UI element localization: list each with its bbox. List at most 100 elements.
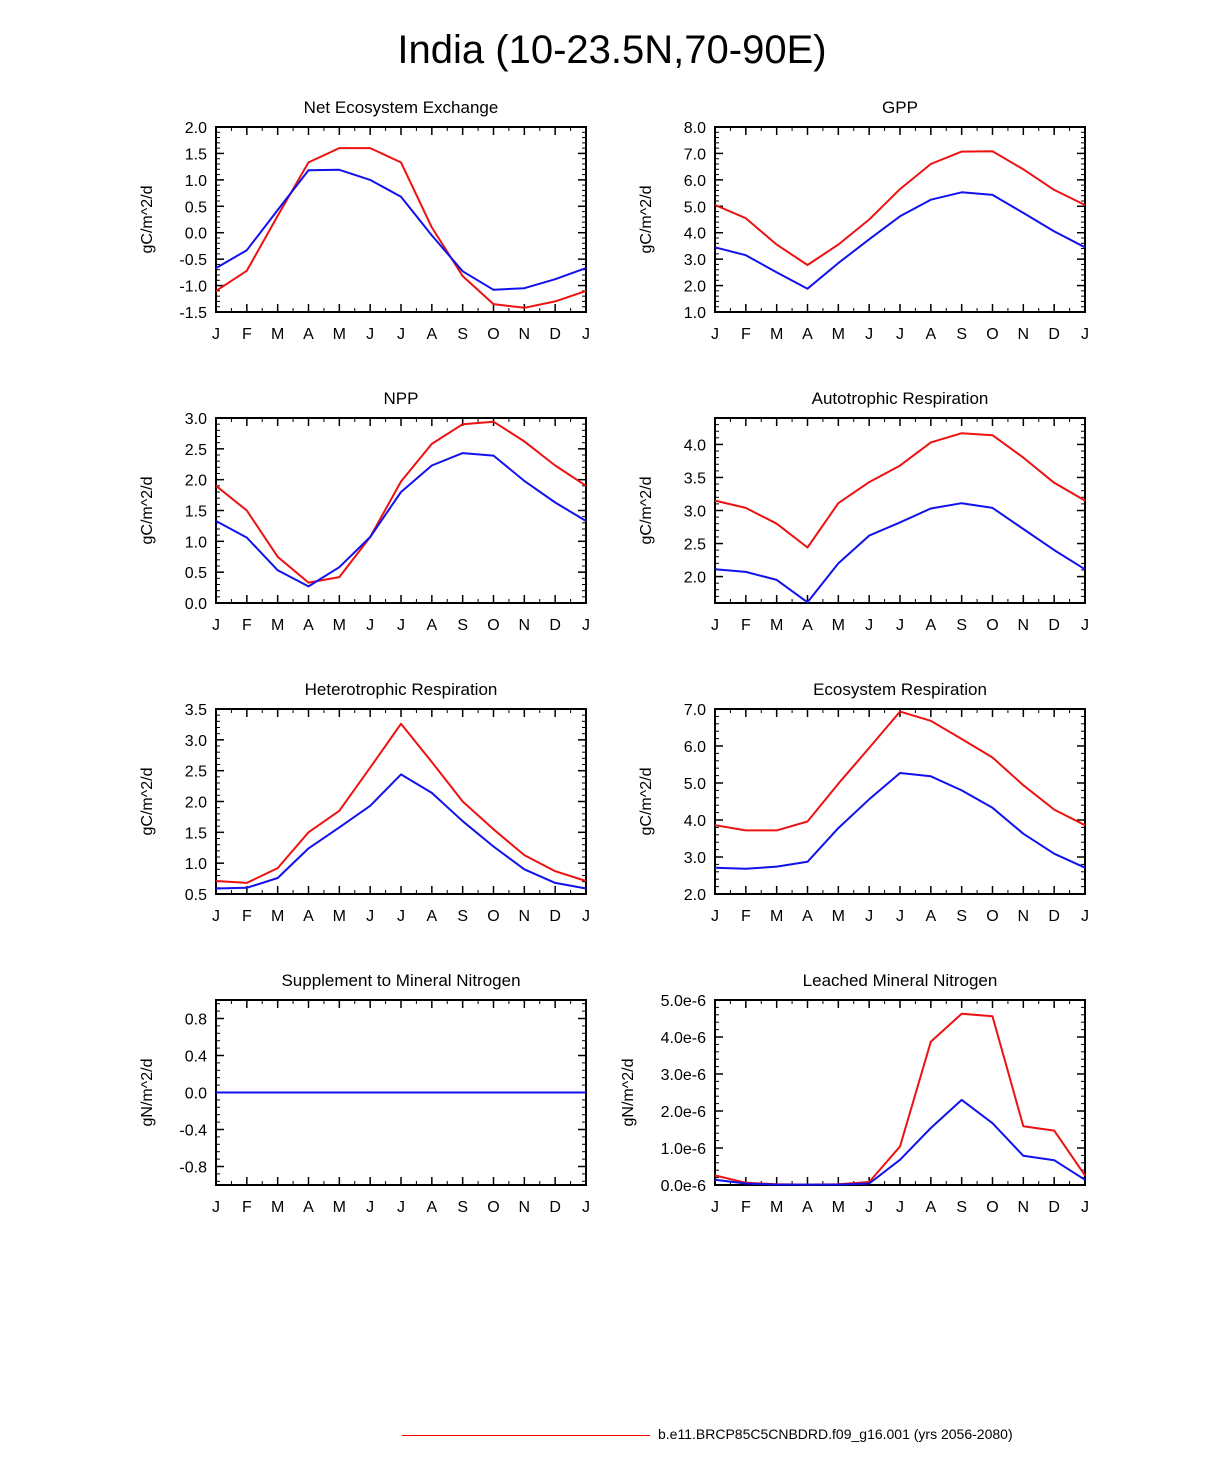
x-tick-label: J bbox=[865, 908, 873, 925]
y-tick-label: 6.0 bbox=[684, 173, 706, 190]
x-tick-label: M bbox=[832, 326, 845, 343]
x-tick-label: D bbox=[549, 908, 561, 925]
x-tick-label: M bbox=[333, 908, 346, 925]
x-tick-label: O bbox=[487, 1199, 499, 1216]
x-tick-label: M bbox=[770, 1199, 783, 1216]
x-tick-label: N bbox=[519, 617, 531, 634]
x-tick-label: J bbox=[366, 1199, 374, 1216]
x-tick-label: J bbox=[865, 1199, 873, 1216]
x-tick-label: A bbox=[303, 326, 314, 343]
series-line-blue bbox=[714, 191, 1086, 290]
x-tick-label: F bbox=[741, 1199, 751, 1216]
x-tick-label: J bbox=[1081, 617, 1089, 634]
x-tick-label: D bbox=[1048, 326, 1060, 343]
x-tick-label: O bbox=[487, 617, 499, 634]
x-tick-label: J bbox=[1081, 1199, 1089, 1216]
series-line-red bbox=[215, 722, 587, 884]
x-tick-label: N bbox=[519, 326, 531, 343]
y-tick-label: 2.0e-6 bbox=[661, 1104, 706, 1121]
x-tick-label: J bbox=[896, 1199, 904, 1216]
series-line-red bbox=[714, 432, 1086, 549]
x-tick-label: M bbox=[333, 1199, 346, 1216]
x-tick-label: F bbox=[242, 617, 252, 634]
x-tick-label: J bbox=[397, 1199, 405, 1216]
y-tick-label: 8.0 bbox=[684, 120, 706, 137]
y-tick-label: 1.0 bbox=[185, 534, 207, 551]
x-tick-label: F bbox=[741, 908, 751, 925]
series-line-red bbox=[714, 710, 1086, 832]
y-tick-label: 1.0 bbox=[684, 305, 706, 322]
x-tick-label: N bbox=[519, 1199, 531, 1216]
x-tick-label: J bbox=[212, 908, 220, 925]
x-tick-label: J bbox=[711, 908, 719, 925]
x-tick-label: D bbox=[1048, 617, 1060, 634]
series-line-blue bbox=[714, 772, 1086, 870]
x-tick-label: M bbox=[832, 617, 845, 634]
x-tick-label: A bbox=[925, 326, 936, 343]
x-tick-label: S bbox=[956, 908, 967, 925]
y-tick-label: 0.5 bbox=[185, 887, 207, 904]
chart-title: Leached Mineral Nitrogen bbox=[803, 971, 998, 990]
x-tick-label: M bbox=[333, 617, 346, 634]
series-line-blue bbox=[215, 168, 587, 291]
y-tick-label: 1.0e-6 bbox=[661, 1141, 706, 1158]
x-tick-label: A bbox=[303, 1199, 314, 1216]
x-tick-label: M bbox=[271, 1199, 284, 1216]
chart-panel-7: J F M A M J J A S O N D J -0.8 -0.4 0.0 0.4 0.8 gN/m^2/d Su… bbox=[139, 971, 590, 1216]
y-tick-label: 4.0 bbox=[684, 813, 706, 830]
x-tick-label: J bbox=[865, 617, 873, 634]
y-tick-label: 2.0 bbox=[684, 887, 706, 904]
y-axis-label: gN/m^2/d bbox=[620, 1059, 637, 1127]
chart-panel-5: J F M A M J J A S O N D J 0.5 1.0 1.5 2.0 2.5 3.0 3.5 gC/m^2… bbox=[139, 680, 590, 925]
y-tick-label: -0.5 bbox=[179, 252, 207, 269]
y-tick-label: 2.5 bbox=[185, 764, 207, 781]
x-tick-label: J bbox=[896, 617, 904, 634]
y-tick-label: 2.0 bbox=[185, 473, 207, 490]
y-axis-label: gC/m^2/d bbox=[638, 768, 655, 836]
x-tick-label: J bbox=[1081, 908, 1089, 925]
y-tick-label: 0.8 bbox=[185, 1012, 207, 1029]
x-tick-label: J bbox=[865, 326, 873, 343]
series-line-blue bbox=[714, 502, 1086, 604]
x-tick-label: S bbox=[956, 1199, 967, 1216]
y-tick-label: 5.0 bbox=[684, 199, 706, 216]
x-tick-label: A bbox=[426, 617, 437, 634]
x-tick-label: J bbox=[397, 326, 405, 343]
y-tick-label: 2.0 bbox=[684, 279, 706, 296]
x-tick-label: O bbox=[986, 1199, 998, 1216]
x-tick-label: O bbox=[986, 617, 998, 634]
y-tick-label: 0.0e-6 bbox=[661, 1178, 706, 1195]
y-tick-label: 4.0 bbox=[684, 437, 706, 454]
y-tick-label: 1.0 bbox=[185, 173, 207, 190]
y-tick-label: 0.0 bbox=[185, 226, 207, 243]
legend-label: b.e11.BRCP85C5CNBDRD.f09_g16.001 (yrs 20… bbox=[658, 1426, 1013, 1442]
chart-title: NPP bbox=[384, 389, 419, 408]
x-tick-label: M bbox=[271, 908, 284, 925]
x-tick-label: M bbox=[832, 1199, 845, 1216]
y-tick-label: 2.0 bbox=[684, 570, 706, 587]
y-tick-label: 2.5 bbox=[684, 537, 706, 554]
plot-frame bbox=[714, 417, 1086, 604]
chart-panel-6: J F M A M J J A S O N D J 2.0 3.0 4.0 5.0 6.0 7.0 gC/m^2/d E… bbox=[638, 680, 1089, 925]
x-tick-label: D bbox=[1048, 908, 1060, 925]
y-tick-label: 3.0 bbox=[185, 733, 207, 750]
y-tick-label: 3.0e-6 bbox=[661, 1067, 706, 1084]
series-line-blue bbox=[215, 452, 587, 588]
x-tick-label: N bbox=[1018, 1199, 1030, 1216]
x-tick-label: J bbox=[366, 617, 374, 634]
x-tick-label: A bbox=[802, 908, 813, 925]
x-tick-label: M bbox=[770, 617, 783, 634]
chart-panel-1: J F M A M J J A S O N D J -1.5 -1.0 -0.5 0.0 0.5 1.0 1.5 2.0… bbox=[139, 98, 590, 343]
x-tick-label: S bbox=[457, 326, 468, 343]
x-tick-label: J bbox=[582, 1199, 590, 1216]
y-tick-label: -0.4 bbox=[179, 1123, 207, 1140]
x-tick-label: S bbox=[457, 617, 468, 634]
x-tick-label: O bbox=[986, 326, 998, 343]
y-tick-label: 1.5 bbox=[185, 504, 207, 521]
x-tick-label: F bbox=[242, 1199, 252, 1216]
plot-frame bbox=[714, 126, 1086, 313]
chart-title: Heterotrophic Respiration bbox=[305, 680, 498, 699]
x-tick-label: S bbox=[956, 617, 967, 634]
y-tick-label: 0.5 bbox=[185, 565, 207, 582]
